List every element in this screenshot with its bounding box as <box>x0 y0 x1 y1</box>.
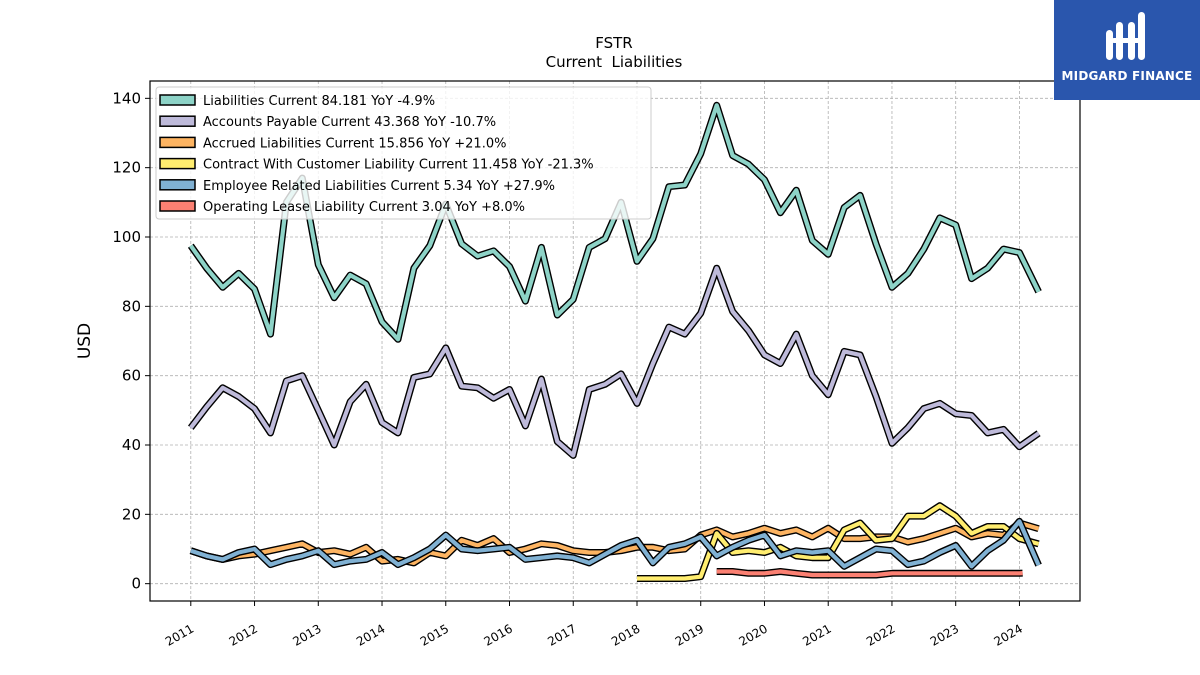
legend-swatch <box>159 157 196 170</box>
legend-swatch <box>159 136 196 149</box>
x-tick-label: 2021 <box>800 621 833 648</box>
series-line <box>189 266 1040 458</box>
series-1 <box>187 101 1042 343</box>
x-tick-label: 2011 <box>163 621 196 648</box>
y-tick-label: 140 <box>112 89 141 107</box>
legend-swatch <box>159 179 196 191</box>
legend-label: Employee Related Liabilities Current 5.3… <box>203 179 555 194</box>
x-tick-label: 2018 <box>609 621 642 648</box>
series-line <box>189 103 1041 342</box>
y-tick-label: 60 <box>122 367 141 385</box>
x-tick-label: 2012 <box>227 621 260 648</box>
series-line <box>190 519 1041 569</box>
series-2 <box>188 264 1041 459</box>
series-5 <box>189 517 1042 570</box>
brand-name: MIDGARD FINANCE <box>1061 69 1193 83</box>
y-tick-label: 20 <box>122 505 141 523</box>
x-tick-label: 2014 <box>354 621 387 648</box>
legend-swatch <box>159 94 196 106</box>
series-line <box>637 503 1040 581</box>
x-tick-label: 2017 <box>545 621 578 648</box>
series-layer <box>187 101 1042 582</box>
y-tick-label: 0 <box>131 575 141 593</box>
y-tick-label: 120 <box>112 159 141 177</box>
legend-label: Accrued Liabilities Current 15.856 YoY +… <box>203 136 506 151</box>
y-tick-label: 100 <box>112 228 141 246</box>
y-tick-label: 80 <box>122 297 141 315</box>
series-line <box>716 569 1023 578</box>
x-tick-label: 2019 <box>673 621 706 648</box>
y-tick-label: 40 <box>122 436 141 454</box>
x-tick-label: 2016 <box>482 621 515 648</box>
legend-label: Contract With Customer Liability Current… <box>203 158 594 173</box>
y-axis-label: USD <box>75 323 95 359</box>
legend-label: Liabilities Current 84.181 YoY -4.9% <box>203 94 435 109</box>
x-tick-label: 2013 <box>290 621 323 648</box>
chart-subtitle: Current Liabilities <box>546 53 683 71</box>
legend-label: Accounts Payable Current 43.368 YoY -10.… <box>203 115 496 130</box>
legend-swatch <box>159 115 196 127</box>
series-4 <box>637 502 1040 582</box>
x-axis: 2011 2012 2013 2014 2015 2016 2017 2018 2019 2020… <box>163 601 1025 649</box>
x-tick-label: 2015 <box>418 621 451 648</box>
x-tick-label: 2023 <box>928 621 961 648</box>
legend: Liabilities Current 84.181 YoY -4.9% Acco… <box>155 86 652 220</box>
legend-box <box>155 86 652 220</box>
y-axis: 0 20 40 60 80 100 120 140 <box>112 89 150 593</box>
legend-swatch <box>159 200 196 212</box>
x-tick-label: 2024 <box>991 621 1024 648</box>
chart-title: FSTR <box>595 34 632 52</box>
plot-frame <box>149 80 1081 602</box>
legend-label: Operating Lease Liability Current 3.04 Y… <box>203 200 525 215</box>
brand-mark-icon <box>1106 12 1145 60</box>
x-tick-label: 2020 <box>737 621 770 648</box>
x-tick-label: 2022 <box>864 621 897 648</box>
series-6 <box>716 568 1023 579</box>
brand-logo: MIDGARD FINANCE <box>1054 0 1200 100</box>
